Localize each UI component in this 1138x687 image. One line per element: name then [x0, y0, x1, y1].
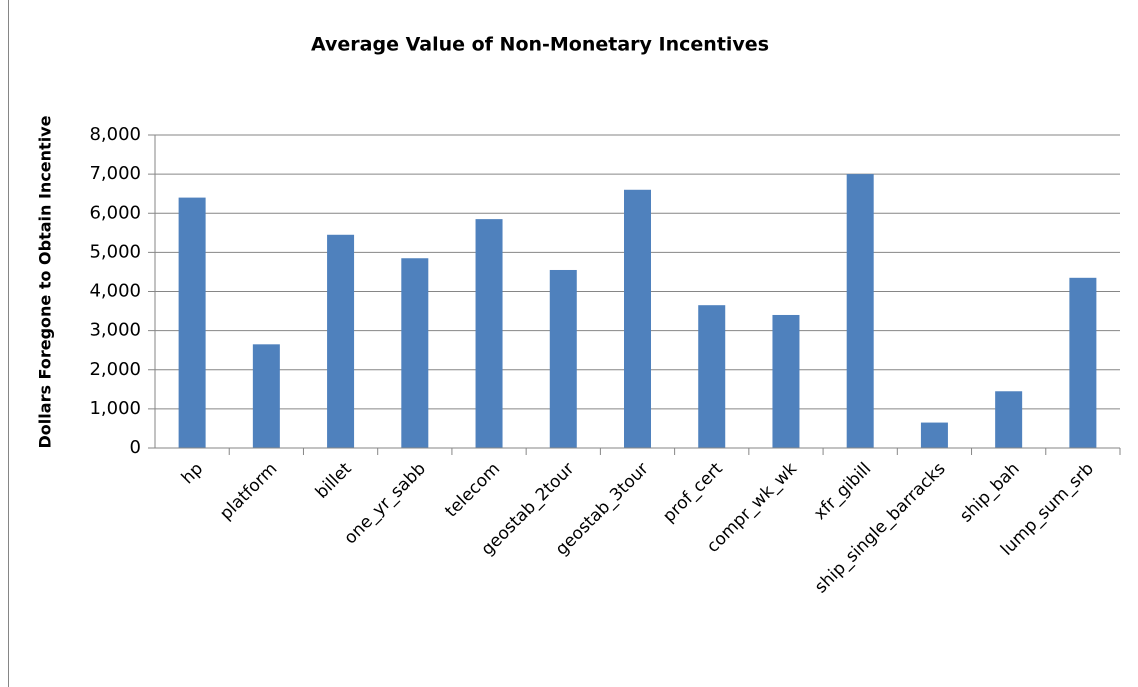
y-tick-label: 4,000 — [89, 281, 141, 302]
y-tick-label: 3,000 — [89, 320, 141, 341]
y-tick-label: 6,000 — [89, 202, 141, 223]
y-tick-label: 8,000 — [89, 124, 141, 145]
y-tick-label: 1,000 — [89, 398, 141, 419]
bar — [772, 314, 800, 448]
y-axis-label: Dollars Foregone to Obtain Incentive — [36, 115, 55, 448]
bar — [846, 174, 874, 448]
bar — [401, 258, 429, 448]
bar — [178, 197, 206, 448]
y-tick-label: 5,000 — [89, 241, 141, 262]
y-tick-label: 7,000 — [89, 163, 141, 184]
bar — [549, 269, 577, 448]
bar — [252, 344, 280, 448]
bar — [327, 234, 355, 448]
bar — [995, 391, 1023, 448]
bar — [920, 422, 948, 448]
bar — [475, 219, 503, 448]
chart-title: Average Value of Non-Monetary Incentives — [311, 34, 769, 56]
bar — [698, 305, 726, 448]
bar — [624, 189, 651, 448]
bar — [1069, 277, 1097, 448]
y-tick-label: 2,000 — [89, 359, 141, 380]
y-tick-label: 0 — [130, 437, 141, 458]
